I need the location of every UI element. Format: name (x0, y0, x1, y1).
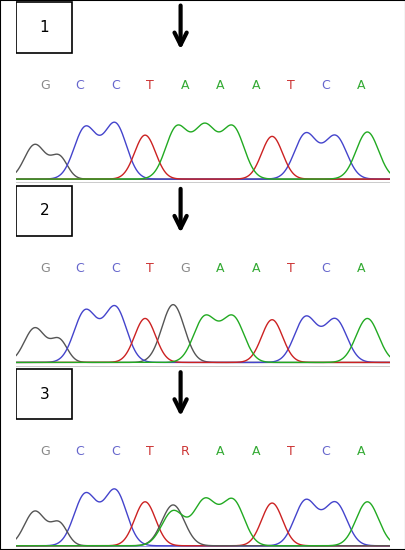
FancyBboxPatch shape (16, 2, 72, 53)
Text: A: A (216, 446, 224, 458)
Text: C: C (76, 446, 84, 458)
FancyBboxPatch shape (16, 185, 72, 236)
Text: C: C (76, 262, 84, 275)
Text: 2: 2 (39, 204, 49, 218)
Text: G: G (40, 446, 50, 458)
Text: A: A (216, 79, 224, 92)
Text: C: C (111, 79, 119, 92)
Text: C: C (321, 262, 329, 275)
Text: T: T (286, 262, 294, 275)
Text: T: T (286, 446, 294, 458)
FancyBboxPatch shape (16, 369, 72, 420)
Text: C: C (111, 446, 119, 458)
Text: T: T (146, 79, 154, 92)
Text: A: A (251, 446, 259, 458)
Text: C: C (321, 446, 329, 458)
Text: A: A (356, 79, 364, 92)
Text: T: T (286, 79, 294, 92)
Text: R: R (181, 446, 190, 458)
Text: A: A (181, 79, 189, 92)
Text: C: C (76, 79, 84, 92)
Text: T: T (146, 262, 154, 275)
Text: A: A (356, 262, 364, 275)
Text: A: A (251, 262, 259, 275)
Text: T: T (146, 446, 154, 458)
Text: C: C (111, 262, 119, 275)
Text: A: A (251, 79, 259, 92)
Text: A: A (356, 446, 364, 458)
Text: G: G (40, 262, 50, 275)
Text: G: G (40, 79, 50, 92)
Text: 1: 1 (39, 20, 49, 35)
Text: 3: 3 (39, 387, 49, 402)
Text: C: C (321, 79, 329, 92)
Text: A: A (216, 262, 224, 275)
Text: G: G (180, 262, 190, 275)
